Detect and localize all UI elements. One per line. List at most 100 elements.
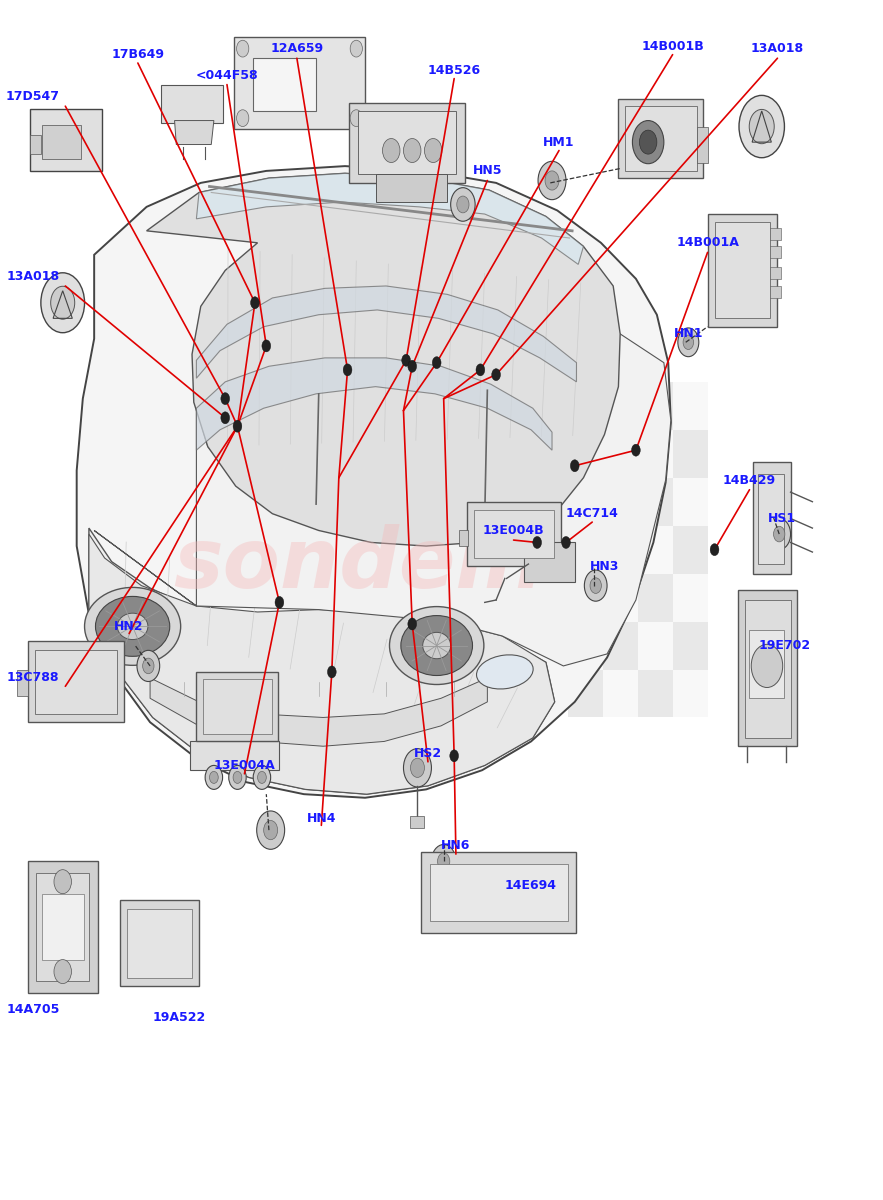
Text: 14B001B: 14B001B — [641, 40, 704, 53]
Circle shape — [237, 41, 249, 58]
Text: HN2: HN2 — [115, 620, 144, 632]
Polygon shape — [196, 358, 552, 450]
Circle shape — [408, 618, 417, 630]
Bar — [568, 526, 603, 574]
Circle shape — [404, 138, 421, 162]
Bar — [411, 816, 425, 828]
Bar — [638, 622, 673, 670]
Ellipse shape — [389, 606, 484, 684]
Text: 19A522: 19A522 — [152, 1010, 206, 1024]
Circle shape — [774, 527, 785, 542]
Bar — [673, 622, 707, 670]
Text: 13C788: 13C788 — [7, 672, 59, 684]
Bar — [603, 526, 638, 574]
Circle shape — [545, 170, 559, 190]
Polygon shape — [697, 126, 707, 162]
Polygon shape — [467, 502, 561, 566]
Polygon shape — [202, 679, 273, 734]
Text: HN6: HN6 — [442, 839, 471, 852]
Bar — [673, 478, 707, 526]
Polygon shape — [18, 670, 27, 696]
Circle shape — [678, 328, 698, 356]
Text: 17B649: 17B649 — [111, 48, 164, 61]
Circle shape — [275, 596, 283, 608]
Ellipse shape — [477, 655, 533, 689]
Bar — [30, 134, 41, 154]
Bar — [568, 622, 603, 670]
Circle shape — [433, 356, 441, 368]
Circle shape — [343, 364, 352, 376]
Polygon shape — [750, 630, 784, 698]
Text: 14B429: 14B429 — [723, 474, 776, 487]
Circle shape — [251, 296, 260, 308]
Circle shape — [262, 340, 271, 352]
Text: 14C714: 14C714 — [566, 508, 619, 521]
Text: <044F58: <044F58 — [196, 68, 259, 82]
Polygon shape — [27, 862, 98, 994]
Circle shape — [351, 41, 362, 58]
Text: HS1: HS1 — [767, 512, 796, 524]
Circle shape — [137, 650, 160, 682]
Circle shape — [41, 272, 85, 332]
Polygon shape — [196, 173, 584, 264]
Bar — [771, 246, 781, 258]
Polygon shape — [753, 462, 790, 574]
Bar — [568, 430, 603, 478]
Bar — [603, 382, 638, 430]
Circle shape — [382, 138, 400, 162]
Circle shape — [768, 518, 790, 550]
Bar — [603, 622, 638, 670]
Bar — [603, 574, 638, 622]
Bar — [673, 670, 707, 718]
Polygon shape — [162, 84, 223, 122]
Circle shape — [639, 130, 657, 154]
Text: 13A018: 13A018 — [6, 270, 59, 283]
Polygon shape — [618, 98, 703, 178]
Text: sondeln: sondeln — [173, 523, 543, 605]
Circle shape — [457, 196, 469, 212]
Circle shape — [264, 821, 277, 840]
Text: HN4: HN4 — [306, 811, 336, 824]
Polygon shape — [714, 222, 771, 318]
Polygon shape — [350, 102, 464, 182]
Circle shape — [532, 536, 541, 548]
Bar — [603, 478, 638, 526]
Circle shape — [50, 287, 75, 319]
Text: 19E702: 19E702 — [758, 640, 811, 652]
Polygon shape — [375, 174, 447, 202]
Bar — [673, 430, 707, 478]
Circle shape — [237, 109, 249, 126]
Polygon shape — [358, 110, 456, 174]
Circle shape — [253, 766, 271, 790]
Circle shape — [476, 364, 485, 376]
Circle shape — [143, 658, 154, 673]
Polygon shape — [175, 120, 214, 144]
Circle shape — [209, 772, 218, 784]
Polygon shape — [34, 650, 117, 714]
Text: 13A018: 13A018 — [751, 42, 804, 55]
Bar — [30, 108, 102, 170]
Circle shape — [739, 95, 784, 157]
Polygon shape — [738, 590, 796, 746]
Bar — [638, 478, 673, 526]
Ellipse shape — [423, 632, 450, 659]
Bar — [568, 382, 603, 430]
Circle shape — [221, 392, 230, 404]
Circle shape — [408, 360, 417, 372]
Bar — [638, 430, 673, 478]
Circle shape — [54, 960, 72, 984]
Circle shape — [258, 772, 267, 784]
Polygon shape — [421, 852, 577, 934]
Polygon shape — [77, 166, 671, 798]
Bar — [603, 670, 638, 718]
Polygon shape — [190, 742, 279, 770]
Bar — [638, 670, 673, 718]
Polygon shape — [36, 874, 89, 982]
Bar — [673, 382, 707, 430]
Circle shape — [402, 354, 411, 366]
Polygon shape — [458, 530, 468, 546]
Bar — [568, 574, 603, 622]
Circle shape — [229, 766, 246, 790]
Circle shape — [710, 544, 719, 556]
Ellipse shape — [95, 596, 170, 656]
